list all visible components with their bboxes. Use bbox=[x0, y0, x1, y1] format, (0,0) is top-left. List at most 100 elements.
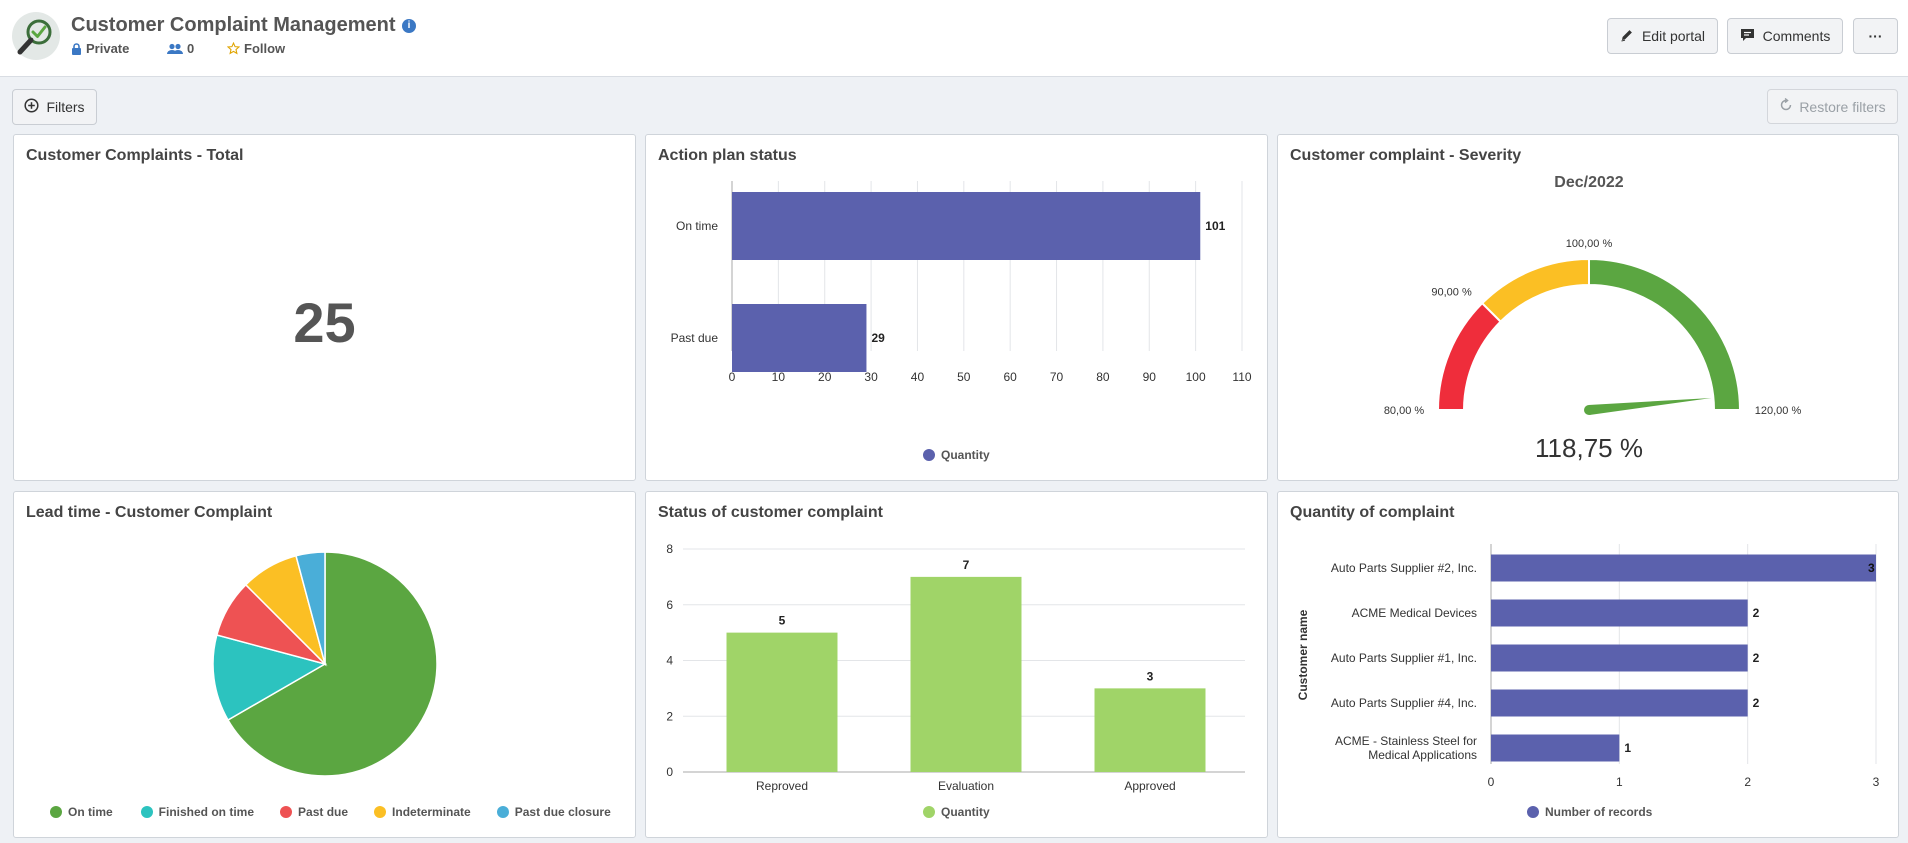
legend-label: Past due closure bbox=[514, 805, 611, 819]
legend-item: Finished on time bbox=[140, 805, 254, 819]
legend-dot bbox=[923, 449, 935, 461]
card-complaints-total: Customer Complaints - Total 25 bbox=[13, 134, 636, 481]
x-tick-label: 10 bbox=[772, 370, 786, 384]
data-label: 3 bbox=[1868, 561, 1875, 575]
card-status: Status of customer complaint 0 2 4 6 8 5 Repro… bbox=[645, 491, 1268, 838]
gauge-needle-pivot bbox=[1584, 405, 1594, 415]
gauge-subtitle: Dec/2022 bbox=[1554, 174, 1623, 191]
card-title: Customer complaint - Severity bbox=[1290, 147, 1522, 164]
gauge-tick-label: 120,00 % bbox=[1755, 405, 1802, 417]
bar bbox=[1491, 554, 1876, 582]
more-icon: ··· bbox=[1868, 28, 1883, 44]
card-title: Action plan status bbox=[658, 147, 797, 164]
edit-portal-button[interactable]: Edit portal bbox=[1607, 18, 1718, 54]
y-tick-label: 0 bbox=[666, 765, 673, 779]
members-count-label: 0 bbox=[187, 41, 195, 56]
x-tick-label: 2 bbox=[1744, 775, 1751, 789]
y-tick-label: 8 bbox=[666, 542, 673, 556]
category-label: On time bbox=[676, 219, 718, 233]
chart-legend: Quantity bbox=[923, 805, 990, 819]
bar bbox=[910, 576, 1022, 772]
card-title: Status of customer complaint bbox=[658, 504, 883, 521]
x-tick-label: 0 bbox=[729, 370, 736, 384]
y-tick-label: 4 bbox=[666, 654, 673, 668]
info-icon[interactable]: i bbox=[402, 19, 416, 33]
card-title: Customer Complaints - Total bbox=[26, 147, 244, 164]
legend-item: Indeterminate bbox=[374, 805, 471, 819]
pie-slice bbox=[295, 551, 326, 665]
card-title: Quantity of complaint bbox=[1290, 504, 1455, 521]
bar bbox=[1491, 644, 1748, 672]
more-options-button[interactable]: ··· bbox=[1853, 18, 1898, 54]
bar bbox=[726, 632, 838, 772]
plus-circle-icon bbox=[24, 98, 39, 116]
legend-item: Past due bbox=[280, 805, 348, 819]
gauge-value: 118,75 % bbox=[1535, 433, 1643, 463]
follow-label: Follow bbox=[244, 41, 286, 56]
card-action-plan-status: Action plan status 0 10 20 30 40 50 60 70 80 90 10… bbox=[645, 134, 1268, 481]
card-severity: Customer complaint - Severity Dec/2022 80… bbox=[1277, 134, 1899, 481]
quantity-bar-chart: 0 1 2 3 Customer name Auto Parts Supplier #2,… bbox=[1296, 544, 1880, 789]
star-icon bbox=[227, 42, 240, 55]
card-quantity: Quantity of complaint 0 1 2 3 Customer name A… bbox=[1277, 491, 1899, 838]
data-label: 2 bbox=[1753, 651, 1760, 665]
status-bar-chart: 0 2 4 6 8 5 Reproved 7 Evaluation 3 Approved bbox=[666, 542, 1245, 793]
kpi-value: 25 bbox=[293, 291, 356, 354]
filters-label: Filters bbox=[46, 99, 85, 115]
legend-dot bbox=[496, 806, 509, 818]
legend-dot bbox=[1527, 806, 1539, 818]
x-tick-label: 30 bbox=[864, 370, 878, 384]
bar bbox=[732, 192, 1201, 260]
data-label: 5 bbox=[779, 614, 786, 628]
follow-button[interactable]: Follow bbox=[227, 41, 285, 56]
pencil-icon bbox=[1620, 28, 1634, 45]
x-tick-label: 50 bbox=[957, 370, 971, 384]
data-label: 29 bbox=[871, 331, 885, 345]
x-tick-label: 80 bbox=[1096, 370, 1110, 384]
members-count[interactable]: 0 bbox=[167, 41, 194, 56]
users-icon bbox=[167, 43, 183, 55]
category-label: Auto Parts Supplier #4, Inc. bbox=[1331, 696, 1477, 710]
data-label: 101 bbox=[1205, 219, 1225, 233]
legend-dot bbox=[280, 806, 293, 818]
filters-button[interactable]: Filters bbox=[12, 89, 97, 125]
action-plan-chart: 0 10 20 30 40 50 60 70 80 90 100 110 On time 101 Past … bbox=[671, 181, 1252, 384]
legend-item: On time bbox=[50, 805, 113, 819]
chart-legend: On time Finished on time Past due Indetermi… bbox=[50, 805, 611, 819]
gauge-needle bbox=[1588, 397, 1712, 415]
x-tick-label: 40 bbox=[911, 370, 925, 384]
pie-slice bbox=[212, 634, 327, 722]
x-tick-label: 1 bbox=[1616, 775, 1623, 789]
bar bbox=[1094, 688, 1206, 772]
gauge-band bbox=[1480, 257, 1590, 324]
legend-dot bbox=[923, 806, 935, 818]
pie-slice bbox=[226, 551, 438, 777]
bar bbox=[732, 304, 867, 372]
data-label: 2 bbox=[1753, 606, 1760, 620]
data-label: 2 bbox=[1753, 696, 1760, 710]
category-label: Reproved bbox=[756, 779, 808, 793]
bar bbox=[1491, 734, 1620, 762]
legend-item: Past due closure bbox=[496, 805, 611, 819]
portal-logo-icon bbox=[12, 12, 60, 60]
chart-legend: Quantity bbox=[923, 448, 990, 462]
bar bbox=[1491, 599, 1748, 627]
privacy-indicator: Private bbox=[71, 41, 129, 56]
gauge-tick-label: 80,00 % bbox=[1384, 405, 1425, 417]
y-tick-label: 6 bbox=[666, 598, 673, 612]
x-tick-label: 110 bbox=[1232, 370, 1251, 384]
bar bbox=[1491, 689, 1748, 717]
y-tick-label: 2 bbox=[666, 709, 673, 723]
chart-legend: Number of records bbox=[1527, 805, 1652, 819]
comment-icon bbox=[1740, 28, 1755, 45]
legend-label: Quantity bbox=[941, 448, 990, 462]
restore-filters-label: Restore filters bbox=[1799, 98, 1886, 115]
privacy-label: Private bbox=[86, 41, 130, 56]
gauge-band bbox=[1588, 257, 1742, 411]
restore-filters-button[interactable]: Restore filters bbox=[1767, 89, 1898, 124]
comments-button[interactable]: Comments bbox=[1727, 18, 1843, 54]
legend-dot bbox=[374, 806, 387, 818]
category-label: Evaluation bbox=[938, 779, 994, 793]
legend-dot bbox=[50, 806, 62, 818]
category-label: ACME Medical Devices bbox=[1352, 606, 1477, 620]
